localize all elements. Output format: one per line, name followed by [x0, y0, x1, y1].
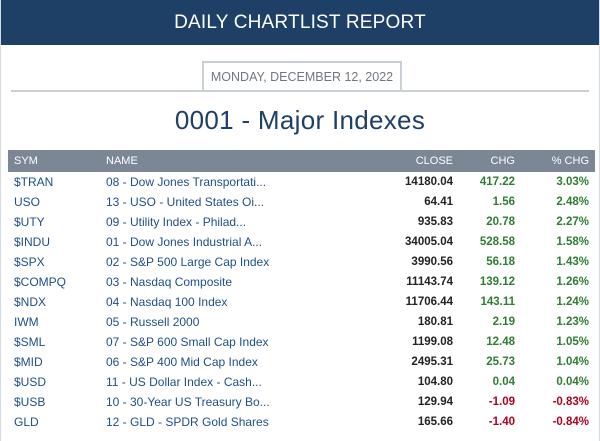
percent-change-value: 1.58% — [556, 236, 589, 248]
symbol-link[interactable]: $USB — [14, 395, 46, 409]
change-value: 0.04 — [492, 376, 515, 388]
change-value: 20.78 — [486, 216, 515, 228]
index-name-link[interactable]: 10 - 30-Year US Treasury Bo... — [106, 395, 270, 409]
table-row[interactable]: $USB 10 - 30-Year US Treasury Bo... 129.94… — [8, 392, 595, 412]
column-header-sym[interactable]: SYM — [14, 155, 38, 167]
percent-change-value: 1.26% — [556, 276, 589, 288]
percent-change-value: 2.48% — [556, 196, 589, 208]
change-value: 12.48 — [486, 336, 515, 348]
symbol-link[interactable]: $TRAN — [14, 175, 54, 189]
table-row[interactable]: $COMPQ 03 - Nasdaq Composite 11143.74 139.1… — [8, 272, 595, 292]
index-name-link[interactable]: 05 - Russell 2000 — [106, 315, 200, 329]
close-value: 129.94 — [417, 396, 453, 408]
table-body: $TRAN 08 - Dow Jones Transportati... 14180… — [8, 172, 595, 432]
symbol-link[interactable]: GLD — [14, 415, 39, 429]
symbol-link[interactable]: $NDX — [14, 295, 47, 309]
change-value: -1.40 — [488, 416, 515, 428]
page-title: 0001 - Major Indexes — [174, 105, 426, 135]
change-value: -1.09 — [488, 396, 515, 408]
close-value: 11706.44 — [405, 296, 453, 308]
table-row[interactable]: $SML 07 - S&P 600 Small Cap Index 1199.08 1… — [8, 332, 595, 352]
change-value: 417.22 — [479, 176, 515, 188]
percent-change-value: 1.24% — [556, 296, 589, 308]
percent-change-value: 1.23% — [556, 316, 589, 328]
close-value: 2495.31 — [411, 356, 453, 368]
index-name-link[interactable]: 07 - S&P 600 Small Cap Index — [106, 335, 269, 349]
percent-change-value: 1.43% — [556, 256, 589, 268]
date-divider — [11, 90, 589, 92]
header-title: DAILY CHARTLIST REPORT — [174, 11, 426, 33]
index-name-link[interactable]: 13 - USO - United States Oi... — [106, 195, 265, 209]
symbol-link[interactable]: $USD — [14, 375, 47, 389]
close-value: 64.41 — [424, 196, 453, 208]
percent-change-value: 1.04% — [556, 356, 589, 368]
percent-change-value: 3.03% — [556, 176, 589, 188]
index-name-link[interactable]: 01 - Dow Jones Industrial A... — [106, 235, 263, 249]
symbol-link[interactable]: $MID — [14, 355, 43, 369]
close-value: 1199.08 — [412, 336, 453, 348]
report-date: MONDAY, DECEMBER 12, 2022 — [202, 61, 402, 90]
table-row[interactable]: $SPX 02 - S&P 500 Large Cap Index 3990.56 5… — [8, 252, 595, 272]
close-value: 180.81 — [417, 316, 453, 328]
table-row[interactable]: IWM 05 - Russell 2000 180.81 2.19 1.23% — [8, 312, 595, 332]
change-value: 25.73 — [486, 356, 515, 368]
table-row[interactable]: $USD 11 - US Dollar Index - Cash... 104.80… — [8, 372, 595, 392]
symbol-link[interactable]: $SML — [14, 335, 46, 349]
index-name-link[interactable]: 09 - Utility Index - Philad... — [106, 215, 247, 229]
table-header-row: SYM NAME CLOSE CHG % CHG — [8, 150, 595, 172]
percent-change-value: 2.27% — [556, 216, 589, 228]
change-value: 528.58 — [479, 236, 515, 248]
percent-change-value: 1.05% — [556, 336, 589, 348]
column-header-pct-chg[interactable]: % CHG — [551, 155, 589, 167]
index-table: SYM NAME CLOSE CHG % CHG $TRAN 08 - Dow J… — [8, 150, 595, 432]
column-header-close[interactable]: CLOSE — [415, 155, 453, 167]
index-name-link[interactable]: 02 - S&P 500 Large Cap Index — [106, 255, 270, 269]
close-value: 14180.04 — [405, 176, 453, 188]
change-value: 139.12 — [479, 276, 515, 288]
symbol-link[interactable]: IWM — [14, 315, 39, 329]
close-value: 165.66 — [417, 416, 453, 428]
column-header-name[interactable]: NAME — [106, 155, 138, 167]
index-name-link[interactable]: 04 - Nasdaq 100 Index — [106, 295, 228, 309]
percent-change-value: -0.83% — [552, 396, 589, 408]
close-value: 11143.74 — [406, 276, 453, 288]
column-header-chg[interactable]: CHG — [490, 155, 515, 167]
change-value: 56.18 — [486, 256, 515, 268]
index-name-link[interactable]: 03 - Nasdaq Composite — [106, 275, 233, 289]
symbol-link[interactable]: $SPX — [14, 255, 45, 269]
index-name-link[interactable]: 12 - GLD - SPDR Gold Shares — [106, 415, 269, 429]
change-value: 2.19 — [492, 316, 515, 328]
table-row[interactable]: $NDX 04 - Nasdaq 100 Index 11706.44 143.11 1… — [8, 292, 595, 312]
date-section: MONDAY, DECEMBER 12, 2022 — [1, 45, 599, 92]
table-row[interactable]: $UTY 09 - Utility Index - Philad... 935.83… — [8, 212, 595, 232]
table-row[interactable]: $MID 06 - S&P 400 Mid Cap Index 2495.31 25.… — [8, 352, 595, 372]
report-header: DAILY CHARTLIST REPORT — [1, 0, 599, 45]
table-row[interactable]: $TRAN 08 - Dow Jones Transportati... 14180… — [8, 172, 595, 192]
index-name-link[interactable]: 06 - S&P 400 Mid Cap Index — [106, 355, 258, 369]
table-row[interactable]: GLD 12 - GLD - SPDR Gold Shares 165.66 -1.4… — [8, 412, 595, 432]
percent-change-value: 0.04% — [556, 376, 589, 388]
index-name-link[interactable]: 08 - Dow Jones Transportati... — [106, 175, 267, 189]
close-value: 34005.04 — [405, 236, 453, 248]
symbol-link[interactable]: $COMPQ — [14, 275, 67, 289]
table-row[interactable]: $INDU 01 - Dow Jones Industrial A... 34005… — [8, 232, 595, 252]
symbol-link[interactable]: $INDU — [14, 235, 51, 249]
symbol-link[interactable]: $UTY — [14, 215, 45, 229]
close-value: 3990.56 — [411, 256, 453, 268]
table-row[interactable]: USO 13 - USO - United States Oi... 64.41 1.… — [8, 192, 595, 212]
close-value: 104.80 — [417, 376, 453, 388]
change-value: 1.56 — [492, 196, 515, 208]
change-value: 143.11 — [480, 296, 515, 308]
percent-change-value: -0.84% — [552, 416, 589, 428]
symbol-link[interactable]: USO — [14, 195, 41, 209]
index-name-link[interactable]: 11 - US Dollar Index - Cash... — [106, 375, 262, 389]
close-value: 935.83 — [417, 216, 453, 228]
